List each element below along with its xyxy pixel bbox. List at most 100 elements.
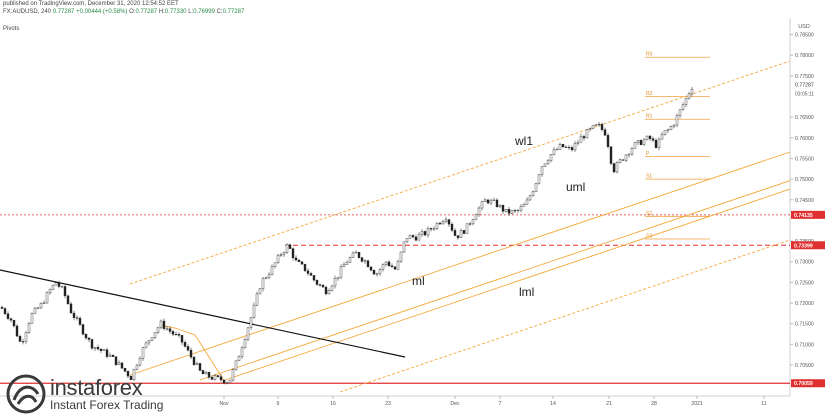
candle-bull (537, 174, 541, 184)
symbol-line: FX:AUDUSD, 240 0.77287 +0.00444 (+0.58%)… (3, 9, 244, 15)
price-tag-bg (791, 210, 825, 219)
candle-bull (684, 97, 688, 105)
ohlc-high-prefix: H: (158, 9, 165, 15)
candle-bull (435, 222, 439, 229)
candle-bear (429, 228, 433, 230)
candle-bull (42, 302, 46, 304)
candle-bull (195, 363, 199, 365)
candle-bear (294, 257, 298, 261)
candle-bull (51, 284, 55, 290)
candle-bear (567, 147, 571, 149)
candle-bear (513, 210, 517, 212)
candle-bear (114, 356, 118, 365)
candle-bull (555, 149, 559, 151)
candle-bear (99, 348, 103, 351)
candle-bull (642, 139, 646, 145)
candle-bear (366, 260, 370, 268)
candle-bear (216, 375, 220, 377)
candle-bear (564, 146, 568, 148)
candle-bull (516, 209, 520, 212)
candle-bull (660, 134, 664, 140)
candle-bull (261, 278, 265, 289)
candle-bear (639, 140, 643, 145)
x-tick-label: 28 (651, 401, 657, 407)
candle-bear (207, 372, 211, 378)
candle-bear (69, 303, 73, 314)
candle-bear (321, 285, 325, 288)
candle-bull (690, 88, 694, 95)
candle-bull (504, 208, 508, 212)
price-tag-label: 0.70059 (794, 381, 813, 387)
candle-bear (390, 265, 394, 268)
candle-bear (177, 333, 181, 336)
candle-bear (438, 222, 442, 225)
candle-bear (57, 282, 61, 287)
pitchfork-label-ml: ml (412, 274, 425, 288)
candle-bull (666, 129, 670, 131)
y-tick-label: 0.75500 (795, 156, 814, 162)
candle-bull (489, 199, 493, 204)
pitchfork-label-uml: uml (566, 180, 585, 194)
candle-bear (18, 335, 22, 342)
candle-bear (654, 139, 658, 148)
candle-bear (105, 349, 109, 357)
candle-bull (48, 289, 52, 293)
candle-bear (570, 147, 574, 151)
candle-bull (348, 257, 352, 263)
candle-bear (198, 363, 202, 371)
candle-bull (546, 160, 550, 165)
candle-bull (471, 219, 475, 225)
symbol-label: FX:AUDUSD, 240 (3, 9, 52, 15)
candle-bull (681, 104, 685, 110)
instaforex-logo-icon (6, 374, 46, 414)
candle-bull (231, 369, 235, 381)
candle-bull (27, 323, 31, 333)
candle-bull (627, 153, 631, 156)
candle-bull (384, 261, 388, 265)
candle-bull (573, 143, 577, 151)
candle-bear (621, 159, 625, 161)
candle-bull (36, 307, 40, 309)
price-tag-bg (791, 379, 825, 388)
candle-bear (84, 334, 88, 339)
candle-bear (0, 306, 4, 309)
candle-bull (351, 252, 355, 258)
candle-bear (651, 138, 655, 141)
x-tick-label: 21 (606, 401, 612, 407)
candle-bull (165, 328, 169, 330)
candle-bear (297, 259, 301, 263)
candle-bear (189, 349, 193, 358)
candle-bull (498, 205, 502, 208)
candle-bull (687, 93, 691, 99)
candle-bear (462, 230, 466, 234)
candle-bull (246, 327, 250, 340)
y-tick-label: 0.78500 (795, 33, 814, 39)
candle-bear (600, 123, 604, 130)
candle-bull (477, 207, 481, 216)
price-tag-label: 0.74135 (794, 213, 813, 219)
candle-bull (597, 123, 601, 125)
candle-bear (219, 376, 223, 381)
y-tick-label: 0.72000 (795, 301, 814, 307)
candle-bull (330, 285, 334, 291)
y-tick-label: 0.75000 (795, 177, 814, 183)
candle-bull (618, 159, 622, 163)
candle-bull (102, 349, 106, 351)
candle-bull (519, 206, 523, 211)
x-tick-label: 16 (330, 401, 336, 407)
candle-bull (510, 210, 514, 214)
candle-bull (264, 277, 268, 279)
candle-bear (372, 270, 376, 275)
candle-bear (456, 235, 460, 238)
ohlc-close-prefix: C: (216, 9, 223, 15)
candle-bull (549, 154, 553, 161)
candle-bear (324, 286, 328, 295)
candle-bull (363, 260, 367, 262)
x-tick-label: 7 (499, 401, 502, 407)
candle-bear (174, 333, 178, 335)
candle-bull (558, 143, 562, 150)
candle-bear (393, 266, 397, 270)
pitchfork-lower-warning-line (339, 239, 791, 393)
candle-bull (30, 313, 34, 324)
